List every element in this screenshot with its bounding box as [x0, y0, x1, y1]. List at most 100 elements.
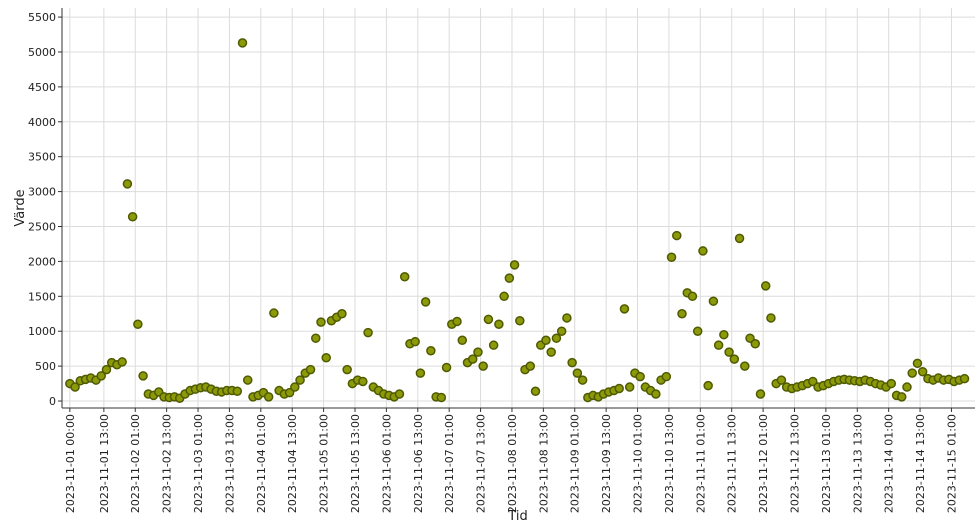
point: [515, 315, 525, 326]
x-tick-label: 2023-11-13 13:00: [851, 414, 864, 513]
y-tick-label: 0: [49, 395, 56, 408]
point: [284, 387, 295, 398]
point: [724, 347, 734, 357]
x-tick-label: 2023-11-02 01:00: [129, 414, 142, 513]
x-tick-label: 2023-11-14 01:00: [883, 414, 896, 513]
y-tick-label: 500: [35, 360, 56, 373]
point: [499, 291, 509, 302]
point: [316, 317, 326, 327]
x-tick-label: 2023-11-03 01:00: [192, 414, 205, 513]
y-tick-label: 3000: [28, 186, 56, 199]
point: [687, 291, 698, 302]
x-tick-label: 2023-11-10 13:00: [663, 414, 676, 513]
point: [677, 309, 687, 319]
point: [577, 375, 588, 385]
point: [959, 373, 970, 384]
point: [902, 382, 912, 392]
point: [897, 392, 907, 402]
point: [311, 333, 321, 343]
x-tick-label: 2023-11-07 13:00: [475, 414, 488, 513]
point: [358, 376, 368, 387]
point: [290, 382, 300, 392]
point: [342, 364, 352, 375]
point: [572, 368, 583, 378]
x-tick-label: 2023-11-10 01:00: [632, 414, 645, 513]
x-tick-label: 2023-11-06 01:00: [380, 414, 393, 513]
point: [321, 352, 331, 363]
y-tick-label: 1500: [28, 290, 56, 303]
point: [363, 327, 373, 338]
grid: [62, 8, 975, 408]
point: [295, 375, 305, 385]
y-tick-label: 2500: [28, 220, 56, 233]
point: [399, 272, 410, 282]
point: [635, 371, 645, 382]
points: [65, 38, 970, 403]
x-tick-label: 2023-11-12 13:00: [788, 414, 801, 513]
x-tick-label: 2023-11-08 13:00: [537, 414, 550, 513]
x-tick-label: 2023-11-08 01:00: [506, 414, 519, 513]
point: [457, 335, 468, 346]
point: [651, 389, 661, 399]
y-tick-label: 3500: [28, 151, 56, 164]
point: [269, 308, 279, 318]
point: [101, 364, 112, 375]
point: [562, 313, 572, 323]
point: [232, 386, 243, 396]
point: [525, 361, 536, 371]
point: [122, 179, 133, 189]
point: [624, 382, 635, 392]
point: [473, 347, 483, 357]
point: [138, 371, 148, 381]
point: [488, 340, 499, 350]
point: [708, 296, 719, 306]
x-tick-label: 2023-11-12 01:00: [757, 414, 770, 513]
x-tick-label: 2023-11-13 01:00: [820, 414, 833, 513]
point: [719, 329, 729, 340]
point: [337, 309, 347, 319]
point: [692, 326, 703, 336]
point: [672, 230, 682, 241]
point: [666, 252, 677, 262]
point: [917, 366, 928, 377]
point: [713, 340, 724, 350]
y-tick-label: 2000: [28, 255, 56, 268]
point: [452, 316, 462, 327]
point: [766, 313, 776, 323]
point: [541, 335, 551, 346]
y-tick-label: 5000: [28, 46, 56, 59]
point: [755, 389, 766, 399]
point: [426, 346, 436, 356]
point: [698, 246, 708, 256]
point: [614, 383, 624, 394]
point: [504, 273, 515, 283]
x-tick-label: 2023-11-09 13:00: [600, 414, 613, 513]
point: [305, 364, 316, 375]
x-tick-label: 2023-11-03 13:00: [223, 414, 236, 513]
point: [729, 354, 740, 364]
point: [703, 380, 713, 391]
point: [494, 319, 504, 329]
point: [567, 357, 577, 368]
point: [394, 389, 405, 399]
point: [551, 333, 562, 343]
x-tick-label: 2023-11-05 01:00: [318, 414, 331, 513]
point: [734, 233, 745, 244]
x-tick-label: 2023-11-04 13:00: [286, 414, 299, 513]
point: [912, 358, 923, 369]
point: [133, 319, 143, 329]
x-axis-title: Tid: [507, 509, 527, 524]
x-tick-label: 2023-11-04 01:00: [255, 414, 268, 513]
point: [436, 392, 447, 403]
point: [745, 333, 755, 343]
point: [808, 376, 818, 387]
point: [467, 354, 478, 364]
point: [242, 375, 253, 385]
y-tick-label: 4500: [28, 81, 56, 94]
y-tick-label: 5500: [28, 11, 56, 24]
point: [740, 361, 750, 371]
y-tick-label: 4000: [28, 116, 56, 129]
point: [509, 260, 520, 270]
